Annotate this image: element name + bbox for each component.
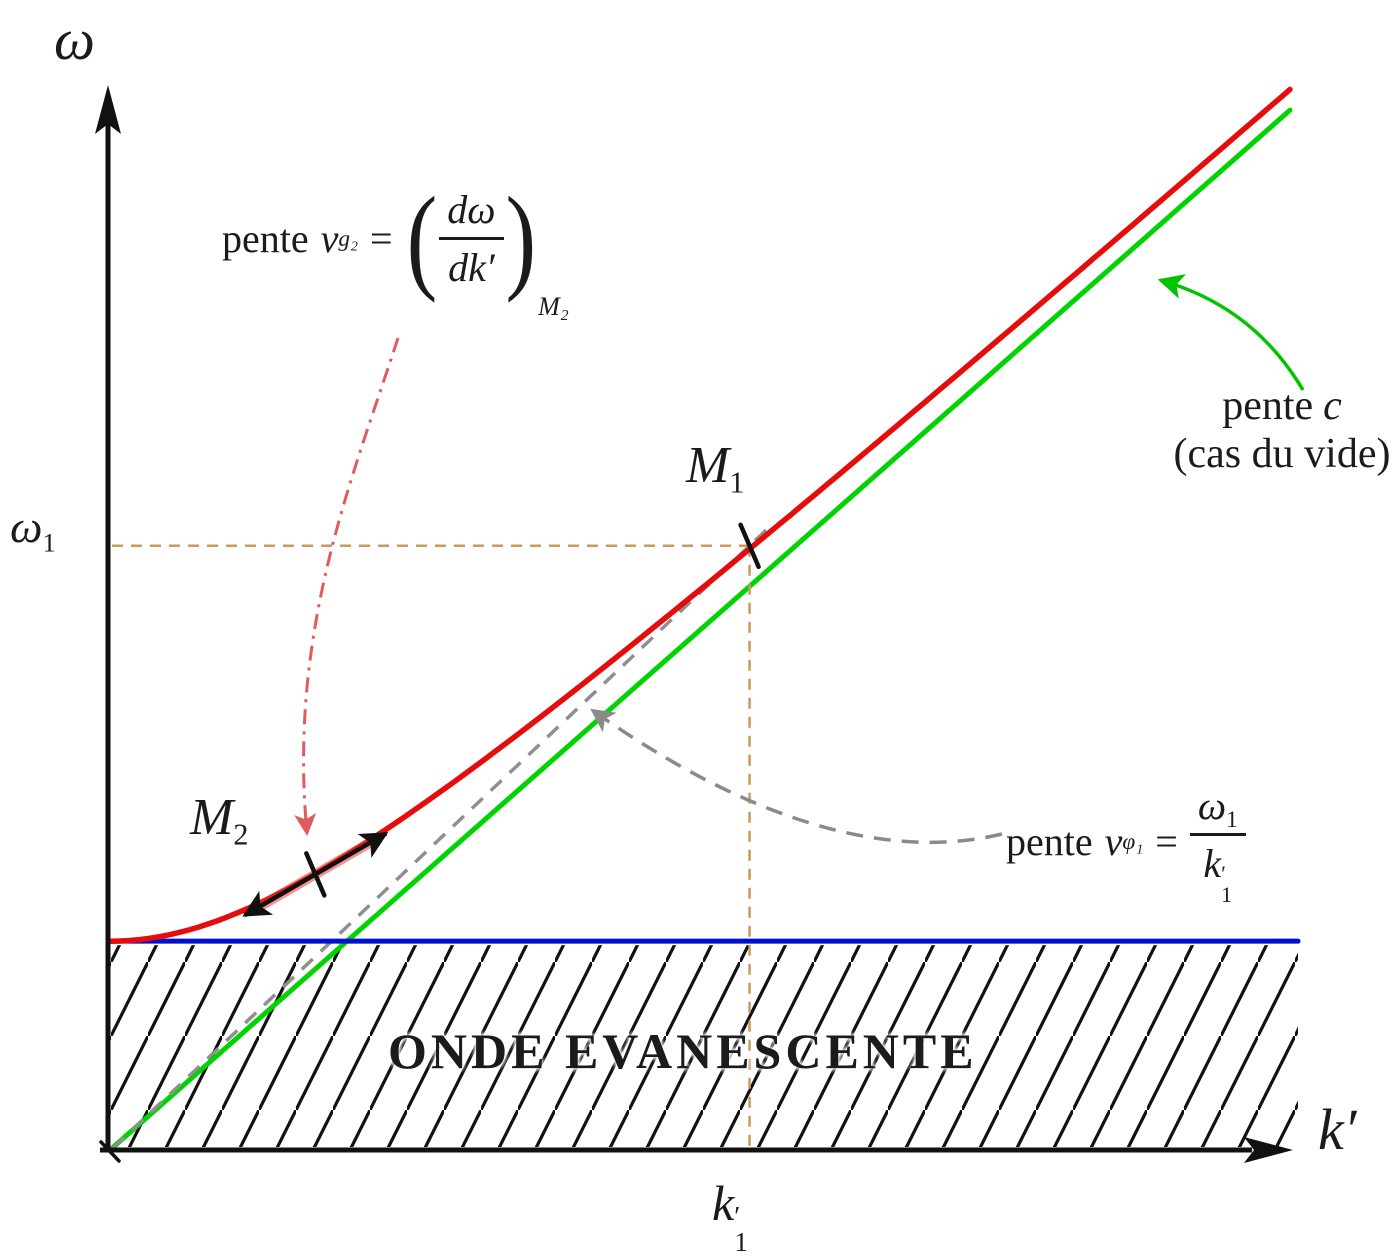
vg-annotation-arrow <box>294 337 400 836</box>
m1-tick <box>738 522 761 570</box>
omega1-over-k1-fraction: ω1 k ′ 1 <box>1189 782 1246 905</box>
phase-velocity-line <box>111 523 774 1150</box>
k1-tick-label: k ′ 1 <box>712 1175 748 1257</box>
pente-c-annotation-arrow <box>1157 274 1305 391</box>
pente-c-label: pente c (cas du vide) <box>1173 383 1391 477</box>
omega1-tick-label: ω1 <box>10 501 56 558</box>
m2-tick <box>304 851 327 898</box>
x-axis-label: k′ <box>1318 1096 1356 1163</box>
y-axis-label: ω <box>54 6 95 73</box>
point-label-m2: M2 <box>190 789 249 852</box>
evanescent-region-label: ONDE EVANESCENTE <box>388 1023 978 1079</box>
paren-close: ) <box>505 173 537 304</box>
y-axis-arrowhead <box>95 85 121 134</box>
vphi-annotation-arrow <box>590 708 1003 845</box>
prime-over-subscript: ′ 1 <box>734 1199 748 1257</box>
phase-velocity-formula: pente v φ₁ = ω1 k ′ 1 <box>1006 782 1246 905</box>
k-prime-symbol: k′ <box>1318 1097 1357 1162</box>
point-label-m1: M1 <box>686 437 745 500</box>
derivative-fraction: dω dk′ <box>439 186 504 291</box>
light-line <box>107 107 1293 1153</box>
omega-symbol: ω <box>54 7 95 72</box>
x-axis-arrowhead <box>1244 1137 1293 1163</box>
group-velocity-formula: pente v g₂ =(dω dk′) M₂ <box>222 173 569 321</box>
paren-open: ( <box>406 173 438 304</box>
